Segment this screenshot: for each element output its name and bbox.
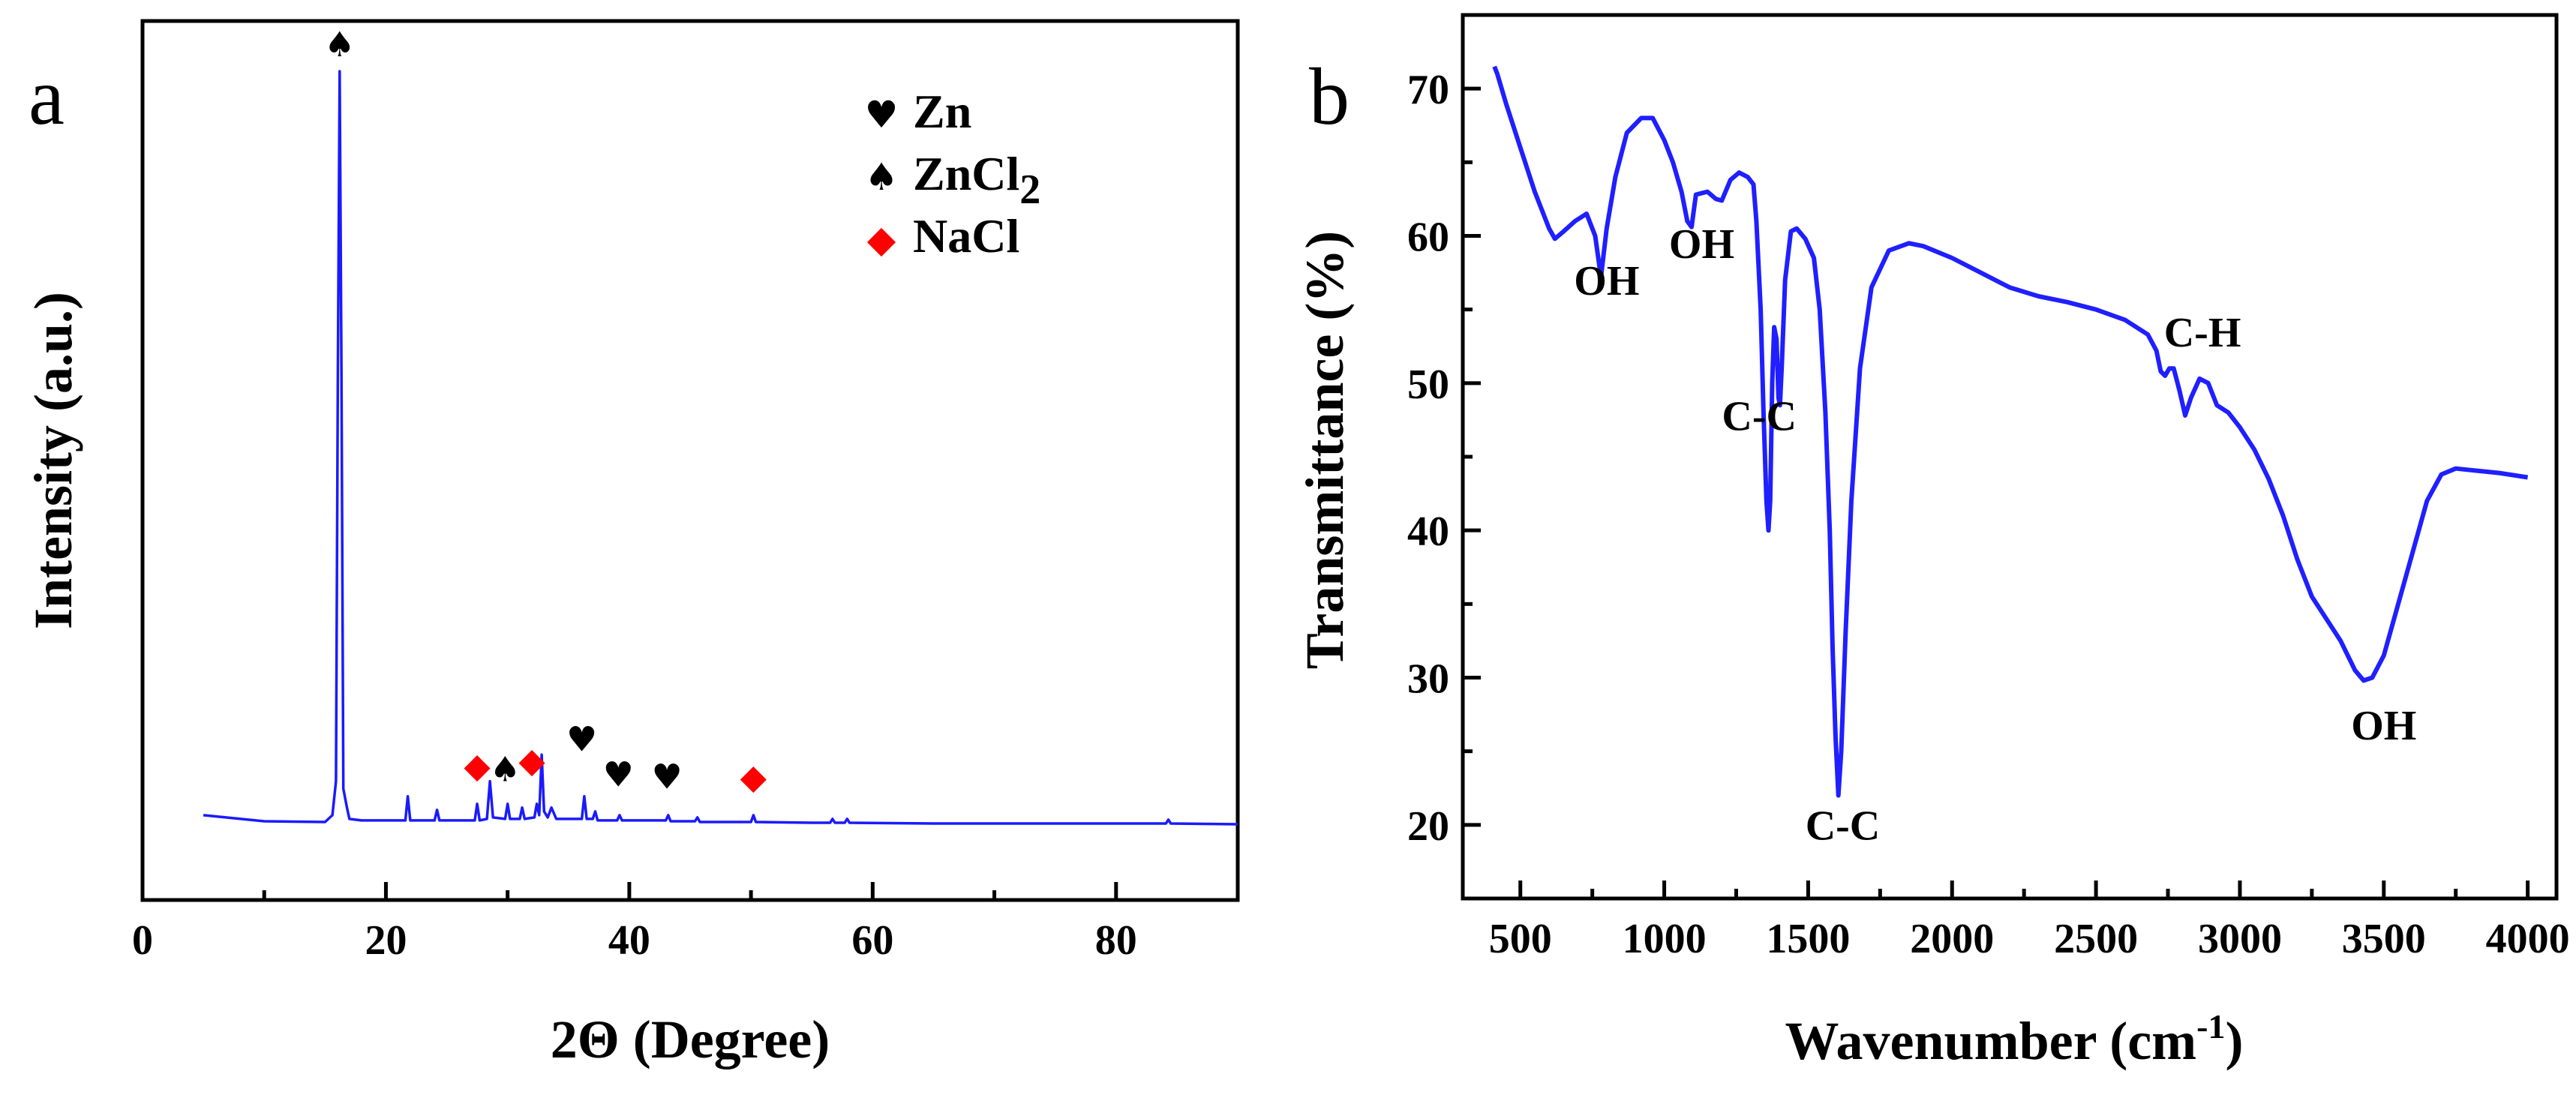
xrd-y-axis-label: Intensity (a.u.) <box>23 292 83 629</box>
xrd-peak-marker: ♥ <box>566 718 597 759</box>
legend-symbol: ♠ <box>865 155 899 199</box>
ftir-x-tick-label: 2500 <box>2054 916 2138 962</box>
ftir-peak-label: C-H <box>2164 310 2241 356</box>
xrd-x-tick-label: 40 <box>608 917 650 964</box>
xrd-series <box>203 70 1238 826</box>
panel-a-label: a <box>29 52 65 142</box>
ftir-y-axis-label: Transmittance (%) <box>1295 231 1355 670</box>
ftir-y-tick-label: 40 <box>1407 508 1449 555</box>
ftir-annotations: OH OH C-C C-C C-H OH <box>1574 221 2416 850</box>
xrd-x-tick-label: 20 <box>365 917 407 964</box>
ftir-x-tick-label: 1000 <box>1623 916 1707 962</box>
ftir-y-tick-label: 50 <box>1407 362 1449 408</box>
ftir-x-axis: 500 1000 1500 2000 2500 3000 3500 4000 <box>1489 880 2570 962</box>
xrd-peak-marker: ◆ <box>518 740 545 780</box>
xrd-peak-markers: ♠◆♠◆♥♥ ♥ ◆ <box>324 24 767 797</box>
xrd-x-axis-label: 2Θ (Degree) <box>551 1010 830 1070</box>
legend-symbol: ♥ <box>865 93 899 136</box>
xrd-x-tick-label: 60 <box>851 917 893 964</box>
ftir-y-tick-label: 70 <box>1407 67 1449 113</box>
xrd-panel: a 0 20 40 60 80 ♠◆♠◆♥♥ ♥ ◆ ♥ Zn♠ ZnCl2◆ NaCl 2Θ (… <box>23 19 1240 1070</box>
panel-b-label: b <box>1309 52 1350 142</box>
ftir-peak-label: OH <box>1669 221 1734 268</box>
ftir-x-tick-label: 3500 <box>2342 916 2426 962</box>
xrd-peak-marker: ♠ <box>324 24 355 64</box>
xrd-peak-marker: ◆ <box>740 757 767 797</box>
xrd-peak-marker: ♥ <box>603 754 634 795</box>
ftir-x-tick-label: 4000 <box>2486 916 2570 962</box>
xrd-x-tick-label: 0 <box>132 917 153 964</box>
ftir-x-tick-label: 2000 <box>1910 916 1994 962</box>
legend-label: Zn <box>913 85 971 138</box>
xrd-peak-marker: ◆ <box>464 746 491 786</box>
ftir-y-tick-label: 60 <box>1407 214 1449 261</box>
legend-label: NaCl <box>913 209 1019 262</box>
ftir-peak-label: C-C <box>1806 802 1881 849</box>
xrd-peak-marker: ♥ <box>652 757 683 797</box>
legend-label: ZnCl2 <box>913 147 1040 213</box>
xrd-peak-marker: ♠ <box>490 749 521 790</box>
ftir-y-tick-label: 20 <box>1407 803 1449 850</box>
ftir-x-axis-label-tail: ) <box>2225 1011 2243 1071</box>
xrd-x-axis: 0 20 40 60 80 <box>132 882 1137 964</box>
ftir-x-axis-label-main: Wavenumber (cm <box>1785 1011 2197 1071</box>
ftir-x-axis-label: Wavenumber (cm-1) <box>1785 1007 2244 1071</box>
ftir-series <box>1492 65 2529 798</box>
ftir-series-line <box>1492 65 2529 798</box>
ftir-peak-label: OH <box>1574 258 1639 304</box>
xrd-legend: ♥ Zn ♠ ZnCl2 ◆ NaCl <box>865 85 1041 262</box>
ftir-x-tick-label: 1500 <box>1766 916 1850 962</box>
ftir-x-axis-label-sup: -1 <box>2196 1007 2225 1046</box>
xrd-series-line <box>203 70 1238 826</box>
xrd-x-tick-label: 80 <box>1095 917 1137 964</box>
ftir-x-tick-label: 500 <box>1489 916 1552 962</box>
legend-symbol: ◆ <box>867 218 896 261</box>
ftir-peak-label: OH <box>2351 703 2416 749</box>
ftir-y-axis: 20 30 40 50 60 70 <box>1407 67 1481 850</box>
ftir-plot-frame <box>1461 13 2559 901</box>
ftir-y-tick-label: 30 <box>1407 656 1449 703</box>
ftir-x-tick-label: 3000 <box>2198 916 2282 962</box>
ftir-panel: b 500 1000 1500 2000 2500 3000 3500 4000 20 30 40… <box>1295 13 2570 1071</box>
ftir-peak-label: C-C <box>1722 394 1797 440</box>
xrd-plot-frame <box>140 19 1240 902</box>
